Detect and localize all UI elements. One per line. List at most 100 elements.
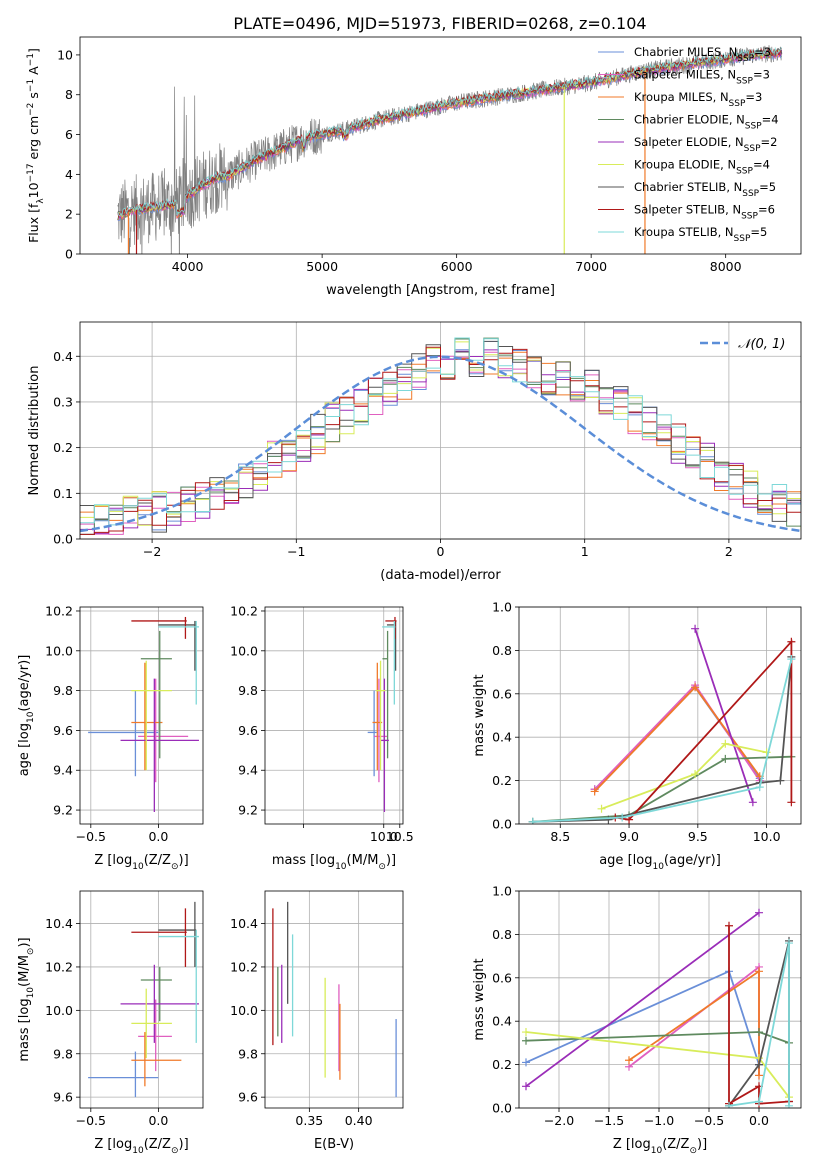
axes-frame [264, 606, 404, 825]
x-tick-label: 0.35 [295, 1113, 323, 1128]
axes-frame [79, 890, 204, 1109]
weight-marker [528, 817, 537, 824]
weight-line [601, 742, 767, 810]
errorbar-kroupa-elodie [131, 988, 172, 1059]
y-tick-label: 0.8 [492, 927, 512, 942]
x-tick-label: −1.5 [594, 1113, 624, 1128]
legend-label: Kroupa MILES, NSSP=3 [634, 90, 762, 109]
residuals-panel: −2 −1 0 1 2 0.0 0.1 0.2 0.3 0.4 𝒩(0, 1) (data-model… [27, 321, 802, 583]
y-tick-label: 10.0 [230, 643, 258, 658]
y-tick-label: 0.0 [492, 1101, 512, 1116]
errorbar-salpeter-stelib [131, 616, 187, 639]
y-tick-label: 0.4 [53, 349, 73, 364]
y-axis-label: Normed distribution [27, 366, 42, 496]
x-tick-label: 10.0 [753, 829, 781, 844]
y-tick-label: 0.1 [53, 486, 73, 501]
weight-marker [691, 683, 700, 692]
x-tick-label: 0.0 [749, 1113, 769, 1128]
x-tick-label: −0.5 [76, 1113, 106, 1128]
x-tick-label: −1.0 [644, 1113, 674, 1128]
errorbar-chabrier-stelib [158, 620, 197, 671]
age-vs-z-panel: −0.5 0.0 9.2 9.4 9.6 9.8 10.0 10.2 Z [log10(Z/Z⊙… [17, 603, 204, 872]
legend-label: Salpeter STELIB, NSSP=6 [634, 203, 775, 222]
y-tick-label: 0.4 [492, 730, 512, 745]
weight-series-kroupa-elodie [597, 739, 771, 813]
errorbar-salpeter-stelib [131, 908, 187, 967]
x-tick-label: −0.5 [694, 1113, 724, 1128]
errorbar-chabrier-miles [88, 1051, 159, 1098]
x-tick-label: 8000 [710, 259, 742, 274]
x-tick-label: 4000 [172, 259, 204, 274]
x-axis-label: age [log10(age/yr)] [599, 853, 721, 872]
weight-marker [725, 1101, 733, 1108]
y-tick-label: 0.4 [492, 1014, 512, 1029]
weight-series-salpeter-elodie [522, 908, 763, 1091]
weight-marker [522, 1082, 530, 1091]
legend-label: Kroupa ELODIE, NSSP=4 [634, 158, 770, 177]
x-tick-label: 0.0 [148, 829, 168, 844]
x-axis-label: Z [log10(Z/Z⊙)] [613, 1137, 707, 1156]
legend-label: Salpeter MILES, NSSP=3 [634, 68, 770, 87]
spectrum-panel: 4000 5000 6000 7000 8000 0 2 4 6 8 10 Chabrier MILE… [26, 36, 802, 298]
plot-area [80, 337, 801, 535]
weight-series-kroupa-stelib [725, 939, 793, 1108]
x-tick-label: −1 [287, 544, 305, 559]
weight-series-kroupa-stelib [528, 655, 796, 824]
y-tick-label: 0.2 [53, 440, 73, 455]
weight-series-chabrier-elodie [528, 752, 796, 824]
errorbar-kroupa-stelib [158, 930, 199, 1043]
errorbar-kroupa-miles [131, 662, 163, 771]
y-tick-label: 10 [57, 47, 73, 62]
weight-marker [785, 1101, 793, 1108]
weight-marker [522, 1058, 530, 1067]
errorbar-salpeter-elodie [120, 964, 199, 1043]
axes-frame [518, 606, 802, 825]
weight-marker [691, 770, 700, 779]
x-axis-label: mass [log10(M/M⊙)] [272, 853, 396, 872]
errorbar-kroupa-elodie [375, 660, 386, 771]
y-tick-label: 1.0 [492, 884, 512, 899]
x-axis-label: E(B-V) [314, 1137, 354, 1152]
weight-line [532, 658, 793, 823]
histogram-salpeter-stelib [80, 346, 801, 535]
x-axis-label: wavelength [Angstrom, rest frame] [326, 283, 555, 298]
y-tick-label: 0.8 [492, 643, 512, 658]
weight-series-chabrier-stelib [528, 652, 796, 824]
errorbar-chabrier-stelib [158, 901, 197, 967]
y-axis-label: Flux [fλ10−17 erg cm−2 s−1 A−1] [26, 48, 46, 243]
x-axis-label: Z [log10(Z/Z⊙)] [94, 853, 188, 872]
weight-line [532, 755, 792, 823]
weight-marker [755, 908, 763, 917]
y-tick-label: 0 [65, 247, 73, 262]
weight-marker [721, 754, 730, 763]
y-axis-label: mass [log10(M/M⊙)] [17, 937, 36, 1061]
weight-marker [604, 815, 613, 824]
axes-frame [79, 606, 204, 825]
weight-marker [597, 804, 606, 813]
spectrum-legend: Chabrier MILES, NSSP=3 Salpeter MILES, NS… [598, 45, 779, 244]
weight-marker [522, 1028, 530, 1037]
y-tick-label: 0.2 [492, 1057, 512, 1072]
weight-marker [725, 921, 733, 930]
x-tick-label: 7000 [575, 259, 607, 274]
y-axis-label: mass weight [472, 958, 487, 1040]
errorbar-chabrier-miles [88, 690, 159, 777]
x-tick-label: 10.0 [370, 829, 398, 844]
weight-line [532, 656, 793, 823]
y-tick-label: 9.6 [53, 1090, 73, 1105]
errorbar-kroupa-miles [131, 1032, 182, 1087]
errorbar-kroupa-stelib [158, 620, 199, 705]
weight-marker [748, 798, 757, 807]
y-tick-label: 9.8 [53, 683, 73, 698]
weight-series-chabrier-elodie [522, 1028, 793, 1047]
weight-vs-z-panel: −2.0 −1.5 −1.0 −0.5 0.0 0.0 0.2 0.4 0.6 0.8 1.0 Z [… [472, 884, 802, 1156]
x-tick-label: 1 [581, 544, 589, 559]
y-tick-label: 10.2 [230, 603, 258, 618]
mass-vs-z-panel: −0.5 0.0 9.6 9.8 10.0 10.2 10.4 Z [log10(Z/Z⊙)]… [17, 890, 204, 1156]
errorbar-salpeter-elodie [380, 678, 389, 813]
y-tick-label: 10.4 [230, 916, 258, 931]
legend-label: Chabrier STELIB, NSSP=5 [634, 180, 776, 199]
axes-frame [264, 890, 404, 1109]
